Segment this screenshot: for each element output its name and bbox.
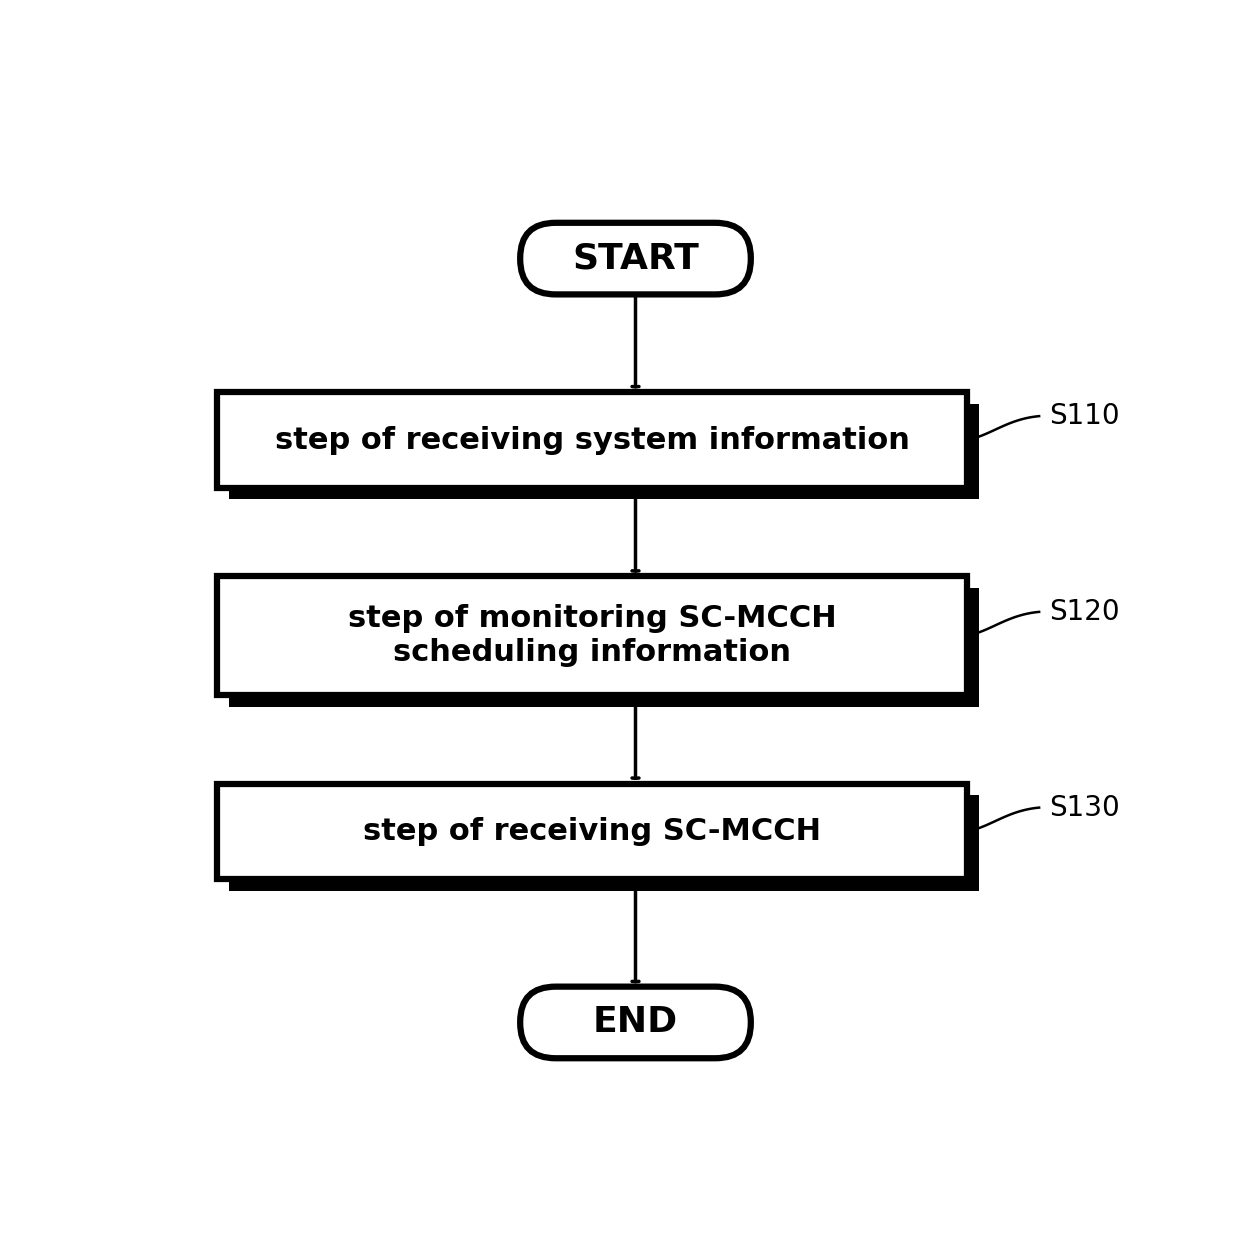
FancyBboxPatch shape: [521, 223, 751, 294]
Text: END: END: [593, 1006, 678, 1039]
Text: S120: S120: [1049, 598, 1120, 626]
FancyBboxPatch shape: [229, 795, 978, 890]
Text: step of receiving system information: step of receiving system information: [275, 425, 910, 455]
FancyBboxPatch shape: [521, 987, 751, 1058]
FancyBboxPatch shape: [229, 404, 978, 500]
Text: START: START: [572, 242, 699, 275]
Text: step of monitoring SC-MCCH
scheduling information: step of monitoring SC-MCCH scheduling in…: [348, 604, 837, 667]
FancyBboxPatch shape: [217, 784, 967, 879]
Text: S110: S110: [1049, 402, 1120, 430]
FancyBboxPatch shape: [217, 577, 967, 696]
FancyBboxPatch shape: [217, 392, 967, 487]
Text: S130: S130: [1049, 794, 1120, 822]
Text: step of receiving SC-MCCH: step of receiving SC-MCCH: [363, 817, 821, 846]
FancyBboxPatch shape: [229, 588, 978, 707]
